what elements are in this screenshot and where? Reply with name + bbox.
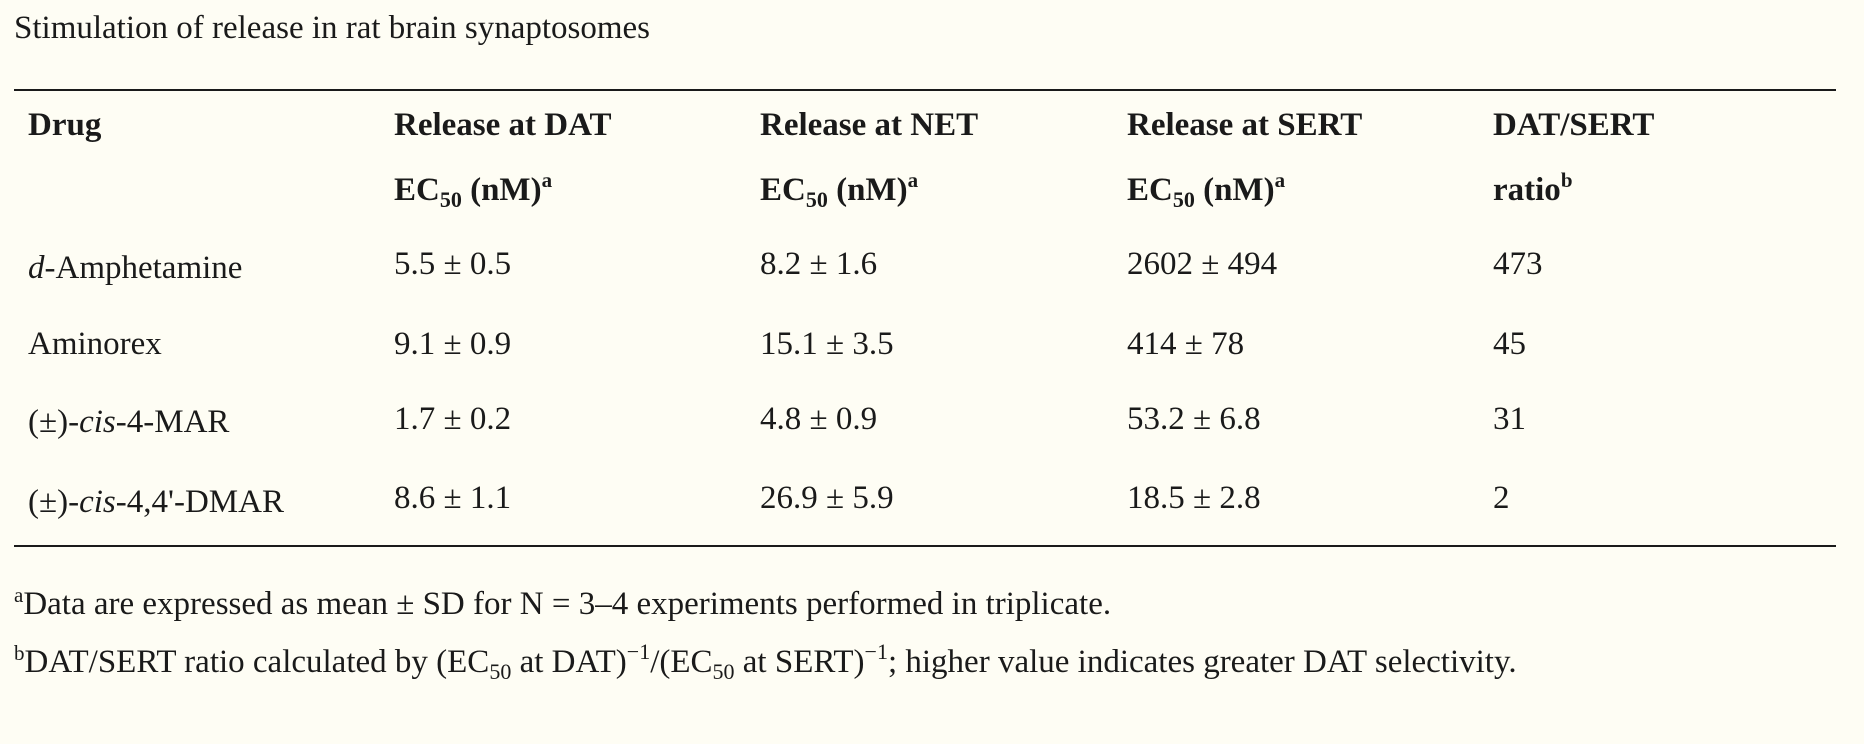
- header-net-line2: EC50 (nM)a: [760, 168, 919, 212]
- table-cell-sert: 18.5 ± 2.8: [1127, 480, 1261, 516]
- header-dat-line1: Release at DAT: [394, 107, 612, 143]
- header-drug: Drug: [28, 107, 102, 143]
- table-cell-ratio: 45: [1493, 326, 1526, 362]
- table-cell-sert: 414 ± 78: [1127, 326, 1245, 362]
- table-cell-net: 15.1 ± 3.5: [760, 326, 894, 362]
- table-caption: Stimulation of release in rat brain syna…: [14, 10, 651, 46]
- footnote-b: bDAT/SERT ratio calculated by (EC50 at D…: [14, 639, 1517, 684]
- header-dat-line2: EC50 (nM)a: [394, 168, 553, 212]
- table-cell-dat: 5.5 ± 0.5: [394, 246, 512, 282]
- table-cell-net: 4.8 ± 0.9: [760, 401, 878, 437]
- table-cell-sert: 53.2 ± 6.8: [1127, 401, 1261, 437]
- table-cell-ratio: 473: [1493, 246, 1543, 282]
- table-row-drug: (±)-cis-4,4'-DMAR: [28, 484, 284, 520]
- header-ratio-line2: ratiob: [1493, 168, 1573, 209]
- table-row-drug: Aminorex: [28, 326, 162, 362]
- table-row-drug: (±)-cis-4-MAR: [28, 404, 230, 440]
- header-ratio-line1: DAT/SERT: [1493, 107, 1655, 143]
- header-sert-line1: Release at SERT: [1127, 107, 1363, 143]
- table-cell-net: 8.2 ± 1.6: [760, 246, 878, 282]
- table-cell-dat: 1.7 ± 0.2: [394, 401, 512, 437]
- table-bottom-rule: [14, 545, 1836, 547]
- header-net-line1: Release at NET: [760, 107, 979, 143]
- table-cell-sert: 2602 ± 494: [1127, 246, 1278, 282]
- table-cell-ratio: 31: [1493, 401, 1526, 437]
- table-row-drug: d-Amphetamine: [28, 250, 243, 286]
- table-top-rule: [14, 89, 1836, 91]
- table-cell-dat: 8.6 ± 1.1: [394, 480, 512, 516]
- table-cell-dat: 9.1 ± 0.9: [394, 326, 512, 362]
- header-sert-line2: EC50 (nM)a: [1127, 168, 1286, 212]
- footnote-a: aData are expressed as mean ± SD for N =…: [14, 583, 1112, 623]
- table-cell-net: 26.9 ± 5.9: [760, 480, 894, 516]
- table-cell-ratio: 2: [1493, 480, 1510, 516]
